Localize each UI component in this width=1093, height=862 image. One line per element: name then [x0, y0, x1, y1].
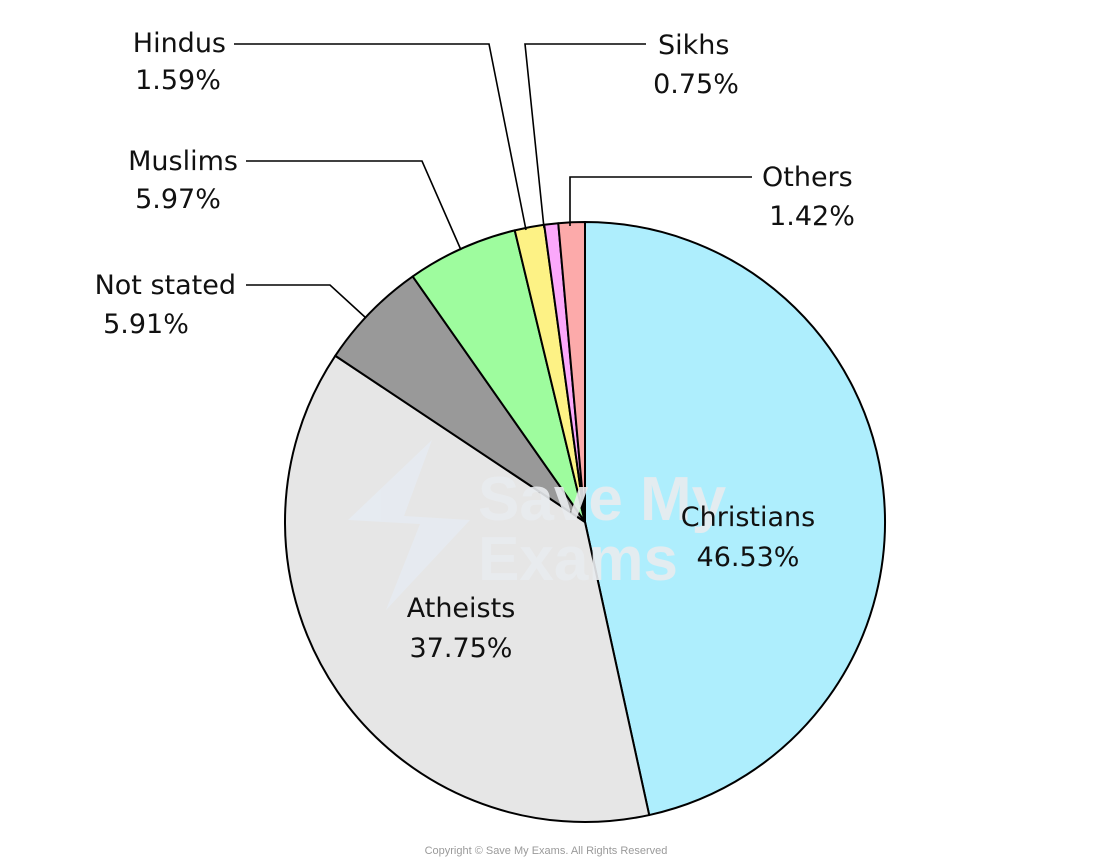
watermark-line-2: Exams	[478, 525, 678, 594]
pie-slice-others	[557, 221, 586, 523]
leader-line-hindus	[234, 43, 527, 231]
label-not-stated-value: 5.91%	[103, 309, 189, 340]
label-muslims-value: 5.97%	[135, 184, 221, 215]
copyright-notice: Copyright © Save My Exams. All Rights Re…	[425, 845, 668, 857]
pie-slice-atheists	[284, 354, 651, 823]
label-others-name: Others	[762, 162, 853, 193]
label-others-value: 1.42%	[769, 201, 855, 232]
leader-lines	[234, 43, 752, 319]
pie-slice-christians	[584, 221, 886, 817]
leader-line-not-stated	[246, 284, 367, 319]
label-hindus-name: Hindus	[133, 28, 226, 59]
label-atheists-value: 37.75%	[410, 633, 513, 664]
leader-line-sikhs	[524, 43, 646, 229]
leader-line-others	[569, 176, 752, 226]
watermark-bolt-icon	[348, 440, 470, 610]
watermark: Save My Exams	[348, 440, 727, 610]
label-sikhs-name: Sikhs	[658, 30, 729, 61]
watermark-line-1: Save My	[478, 465, 727, 534]
label-christians-value: 46.53%	[697, 542, 800, 573]
label-sikhs-value: 0.75%	[653, 69, 739, 100]
label-christians-name: Christians	[681, 502, 815, 533]
label-muslims-name: Muslims	[128, 146, 238, 177]
label-hindus-value: 1.59%	[135, 65, 221, 96]
label-atheists-name: Atheists	[407, 593, 516, 624]
label-not-stated-name: Not stated	[95, 270, 236, 301]
slice-labels: Christians 46.53% Atheists 37.75% Not st…	[95, 28, 855, 664]
pie-slices	[284, 221, 886, 823]
leader-line-muslims	[246, 160, 462, 251]
